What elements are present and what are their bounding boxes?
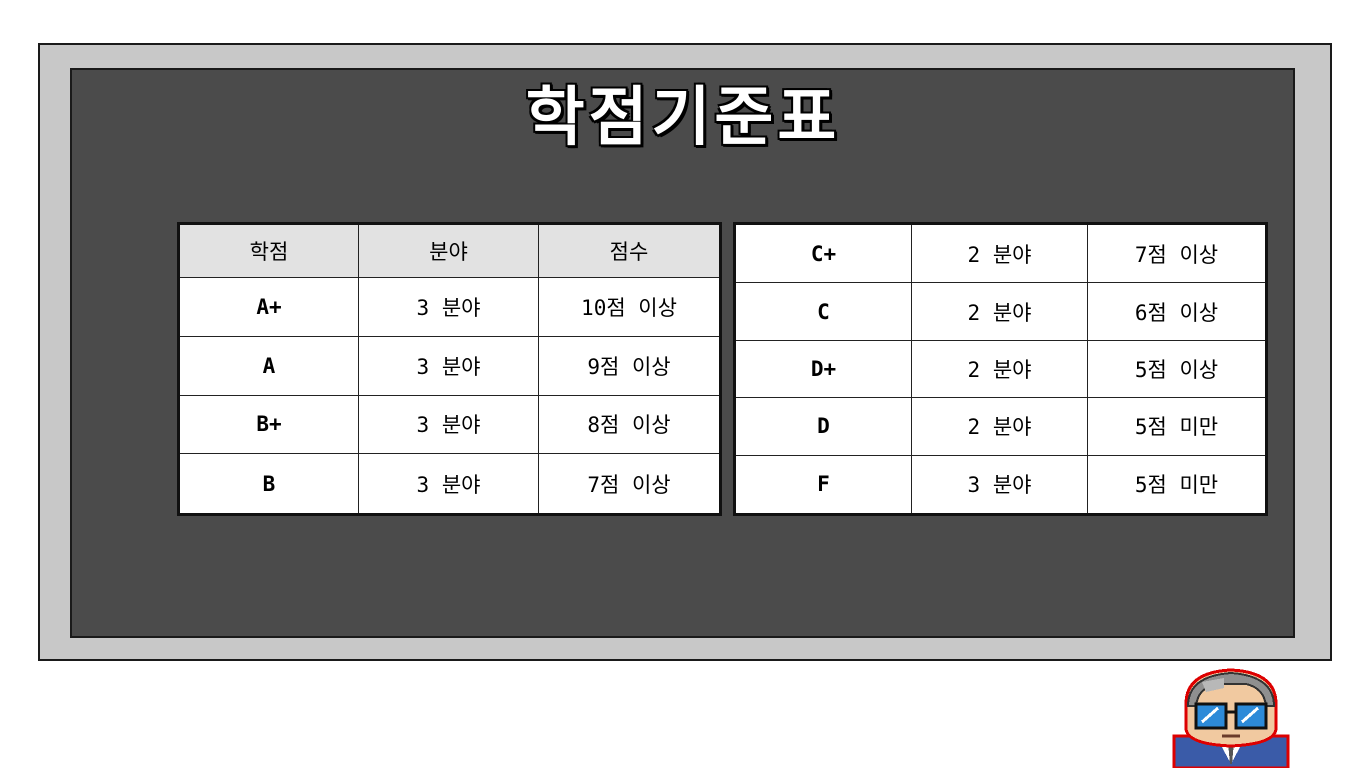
score-cell: 9점 이상 [538,335,721,396]
grade-cell: C+ [734,222,912,284]
table-header-row: 학점 분야 점수 [178,223,721,278]
table-row: A+ 3 분야 10점 이상 [178,277,721,337]
table-row: C+ 2 분야 7점 이상 [734,222,1267,284]
score-cell: 5점 미만 [1087,454,1267,516]
score-cell: 8점 이상 [538,394,721,455]
grade-cell: A [178,335,359,396]
page-title: 학점기준표 [525,81,841,155]
score-cell: 5점 이상 [1087,339,1267,399]
field-cell: 2 분야 [911,282,1088,341]
score-cell: 7점 이상 [538,453,721,515]
grade-cell: A+ [178,277,359,337]
score-cell: 6점 이상 [1087,282,1267,341]
header-score: 점수 [538,223,721,278]
field-cell: 3 분야 [358,453,539,515]
field-cell: 3 분야 [358,335,539,396]
field-cell: 3 분야 [911,454,1088,516]
grade-cell: F [734,454,912,516]
grade-cell: D [734,397,912,456]
grade-cell: B [178,453,359,515]
field-cell: 3 분야 [358,394,539,455]
grade-table-left: 학점 분야 점수 A+ 3 분야 10점 이상 A 3 분야 9점 이상 B+ … [177,222,722,516]
field-cell: 2 분야 [911,397,1088,456]
grade-cell: C [734,282,912,341]
score-cell: 5점 미만 [1087,397,1267,456]
professor-avatar-icon [1166,666,1296,770]
table-row: F 3 분야 5점 미만 [734,454,1267,516]
table-row: A 3 분야 9점 이상 [178,335,721,396]
score-cell: 7점 이상 [1087,222,1267,284]
field-cell: 2 분야 [911,339,1088,399]
field-cell: 2 분야 [911,222,1088,284]
field-cell: 3 분야 [358,277,539,337]
header-grade: 학점 [178,223,359,278]
score-cell: 10점 이상 [538,277,721,337]
table-row: C 2 분야 6점 이상 [734,282,1267,341]
table-row: D+ 2 분야 5점 이상 [734,339,1267,399]
header-field: 분야 [358,223,539,278]
grade-cell: D+ [734,339,912,399]
grade-table-right: C+ 2 분야 7점 이상 C 2 분야 6점 이상 D+ 2 분야 5점 이상… [733,222,1268,516]
table-row: D 2 분야 5점 미만 [734,397,1267,456]
table-row: B 3 분야 7점 이상 [178,453,721,515]
grade-cell: B+ [178,394,359,455]
table-row: B+ 3 분야 8점 이상 [178,394,721,455]
